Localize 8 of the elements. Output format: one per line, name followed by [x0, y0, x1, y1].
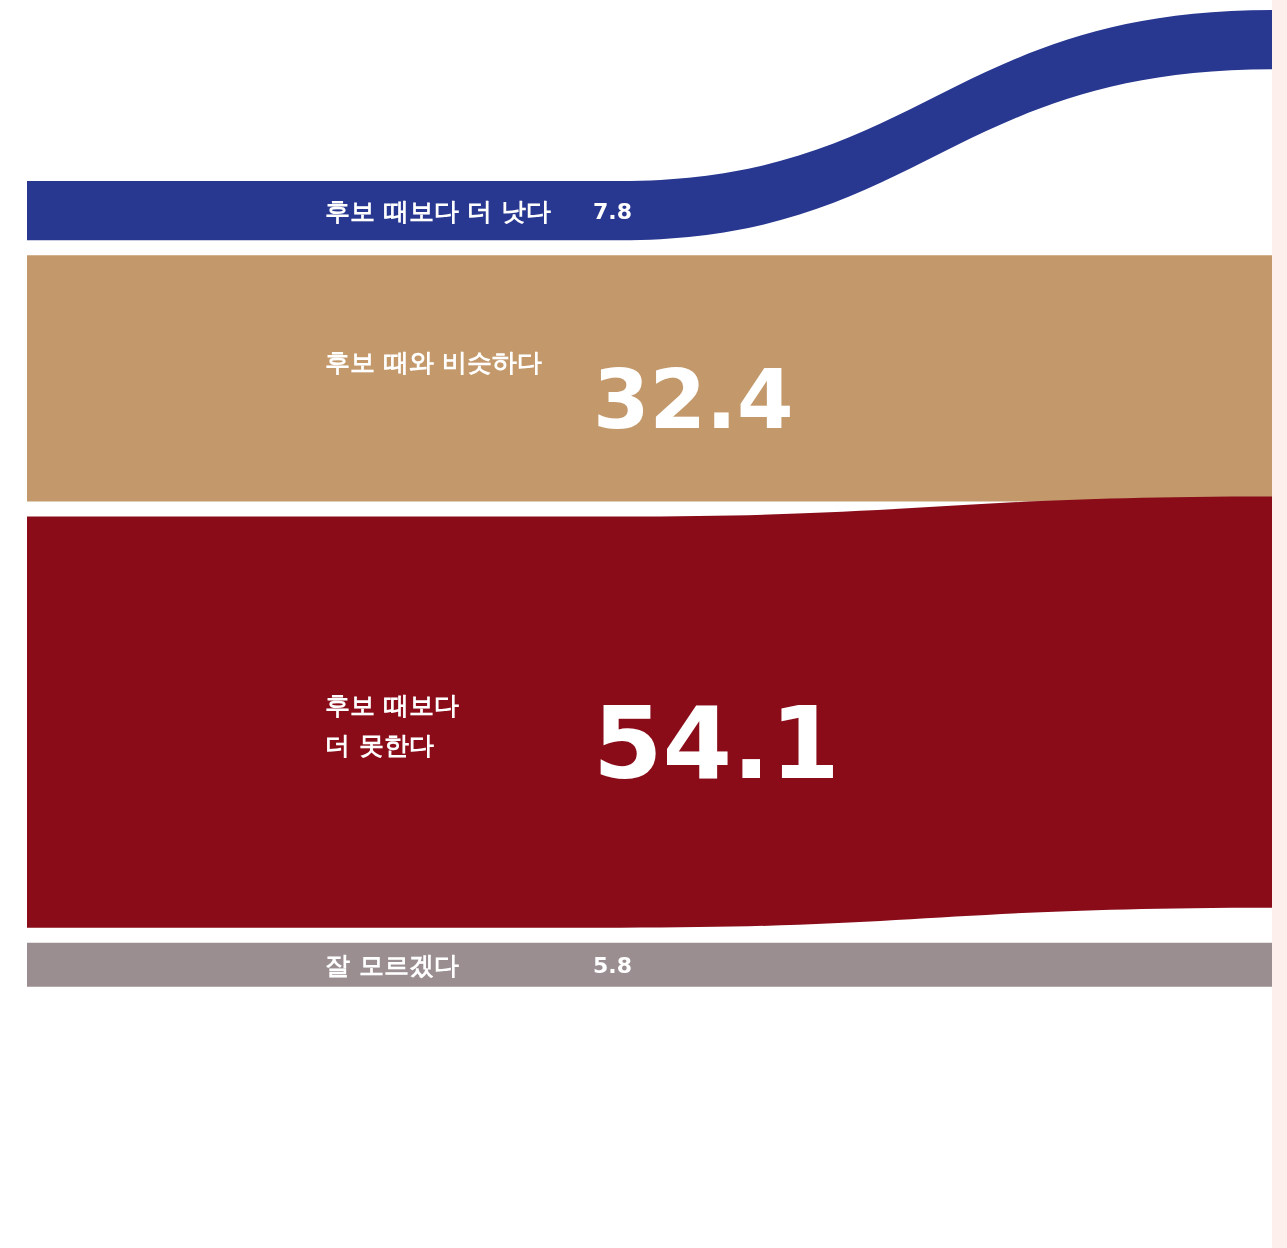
data-label: 7.8 [593, 198, 632, 224]
category-label: 후보 때와 비슷하다 [325, 348, 543, 378]
category-label: 후보 때보다 더 낫다 [325, 196, 552, 226]
category-label: 잘 모르겠다 [325, 950, 459, 980]
data-label: 54.1 [593, 685, 840, 803]
data-label: 5.8 [593, 952, 632, 978]
data-label: 32.4 [593, 352, 794, 447]
category-label: 후보 때보다 더 못한다 [325, 691, 459, 761]
